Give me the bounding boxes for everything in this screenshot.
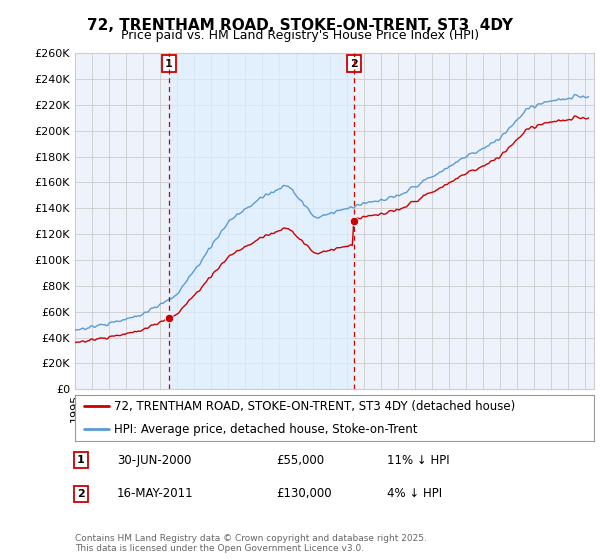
- Text: 1: 1: [77, 455, 85, 465]
- Text: 16-MAY-2011: 16-MAY-2011: [117, 487, 194, 501]
- Text: HPI: Average price, detached house, Stoke-on-Trent: HPI: Average price, detached house, Stok…: [114, 423, 418, 436]
- Text: Contains HM Land Registry data © Crown copyright and database right 2025.
This d: Contains HM Land Registry data © Crown c…: [75, 534, 427, 553]
- Text: £55,000: £55,000: [276, 454, 324, 467]
- Text: 4% ↓ HPI: 4% ↓ HPI: [387, 487, 442, 501]
- Bar: [169, 53, 353, 389]
- Text: 2: 2: [350, 59, 358, 68]
- Text: 2: 2: [77, 489, 85, 499]
- Text: 72, TRENTHAM ROAD, STOKE-ON-TRENT, ST3 4DY (detached house): 72, TRENTHAM ROAD, STOKE-ON-TRENT, ST3 4…: [114, 400, 515, 413]
- Text: 1: 1: [165, 59, 172, 68]
- Text: 30-JUN-2000: 30-JUN-2000: [117, 454, 191, 467]
- Text: 72, TRENTHAM ROAD, STOKE-ON-TRENT, ST3  4DY: 72, TRENTHAM ROAD, STOKE-ON-TRENT, ST3 4…: [87, 18, 513, 33]
- Text: £130,000: £130,000: [276, 487, 332, 501]
- Text: 11% ↓ HPI: 11% ↓ HPI: [387, 454, 449, 467]
- Text: Price paid vs. HM Land Registry's House Price Index (HPI): Price paid vs. HM Land Registry's House …: [121, 29, 479, 42]
